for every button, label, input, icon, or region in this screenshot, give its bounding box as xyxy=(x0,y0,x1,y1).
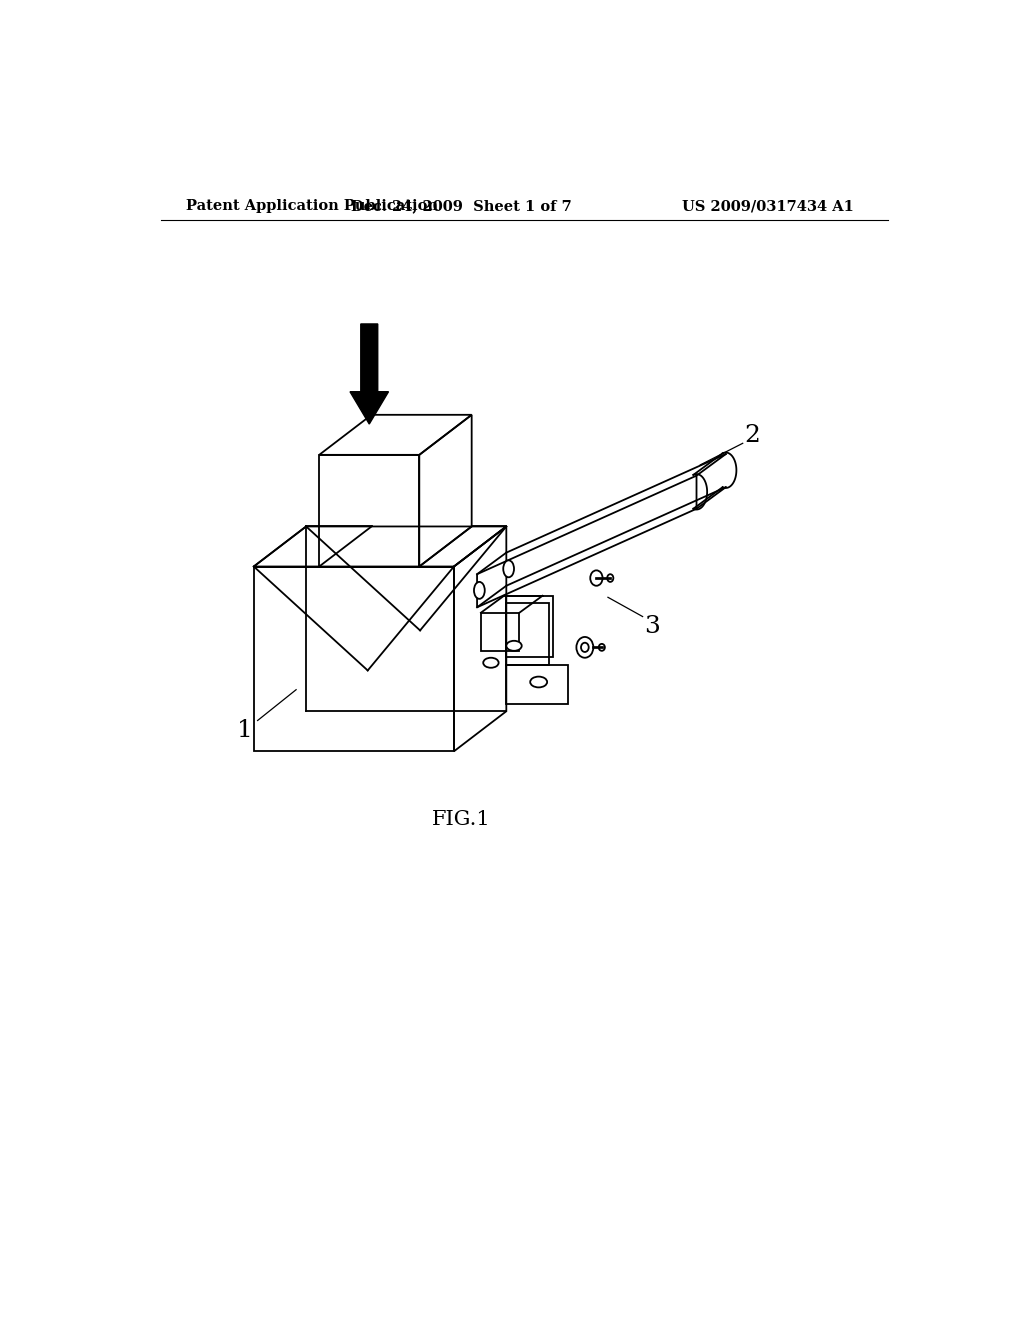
Text: 3: 3 xyxy=(644,615,659,638)
Text: Dec. 24, 2009  Sheet 1 of 7: Dec. 24, 2009 Sheet 1 of 7 xyxy=(351,199,572,213)
FancyArrow shape xyxy=(350,323,388,424)
Ellipse shape xyxy=(483,657,499,668)
Ellipse shape xyxy=(581,643,589,652)
Text: 1: 1 xyxy=(237,719,252,742)
Ellipse shape xyxy=(530,677,547,688)
Ellipse shape xyxy=(503,561,514,577)
Ellipse shape xyxy=(506,640,521,651)
Ellipse shape xyxy=(599,644,605,651)
Text: Patent Application Publication: Patent Application Publication xyxy=(186,199,438,213)
Ellipse shape xyxy=(590,570,602,586)
Text: 2: 2 xyxy=(744,424,761,447)
Text: FIG.1: FIG.1 xyxy=(432,809,492,829)
Ellipse shape xyxy=(607,574,613,582)
Ellipse shape xyxy=(474,582,484,599)
Text: US 2009/0317434 A1: US 2009/0317434 A1 xyxy=(682,199,854,213)
Ellipse shape xyxy=(577,638,593,657)
